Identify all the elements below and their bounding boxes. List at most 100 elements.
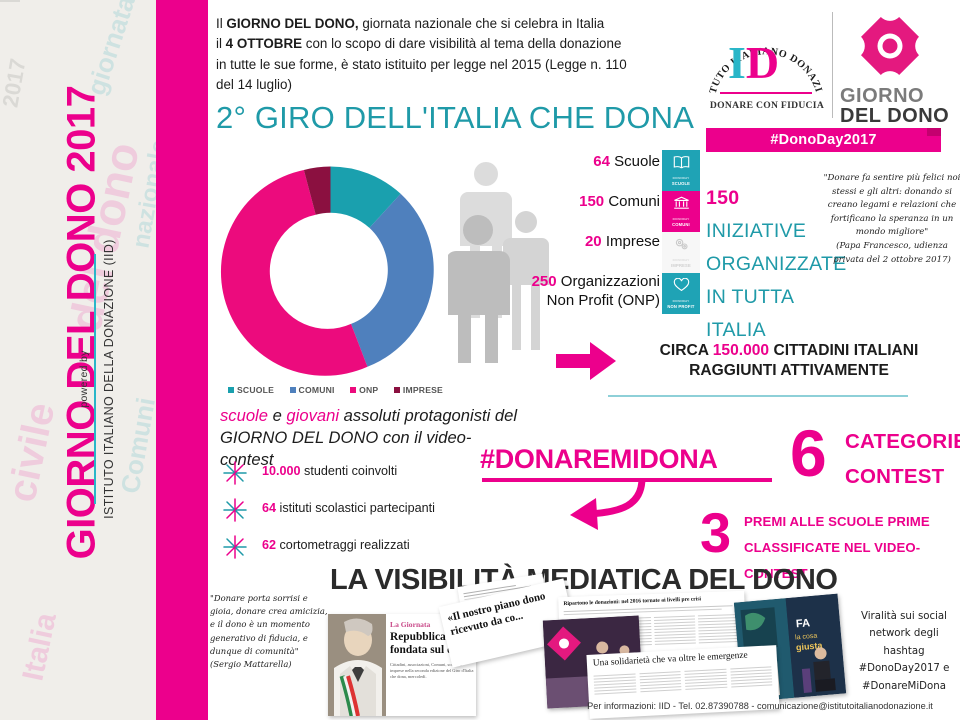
pope-quote-text: "Donare fa sentire più felici noi stessi… [823,173,960,238]
watermark-text: Italia [16,610,63,684]
categories-line-2: CONTEST [845,465,945,488]
watermark-text: nazionale [127,137,156,251]
divider [720,92,812,94]
sidebar-credit: powered by ISTITUTO ITALIANO DELLA DONAZ… [78,164,116,594]
categories-line-1: CATEGORIE [845,430,960,453]
bullet-students: 10.000 studenti coinvolti [222,458,512,495]
building-icon [662,196,700,215]
brand-line-1: GIORNO [840,85,925,107]
schools-hl-1: scuole [220,406,268,425]
prizes-line-2: CLASSIFICATE NEL VIDEO-CONTEST [744,540,921,581]
viral-note: Viralità sui social network degli hashta… [858,611,950,692]
initiatives-word: INIZIATIVE [706,220,807,242]
stat-number: 20 [584,233,602,250]
reach-text-2: CITTADINI ITALIANI [769,342,919,359]
legend-item-imprese: IMPRESE [393,385,443,395]
stat-onp: 250 Organizzazioni Non Profit (ONP) [490,272,660,310]
watermark-text: DONO [0,0,28,4]
badge-small-label: DONODAY [672,176,690,180]
stat-number: 150 [579,193,605,210]
intro-text-3: il [216,36,226,52]
divider [608,395,908,397]
mattarella-quote-text: "Donare porta sorrisi e gioia, donare cr… [210,593,328,656]
hashtag-underline [482,478,772,482]
stat-label: Organizzazioni [560,273,660,290]
categories-label: CATEGORIE CONTEST [845,424,960,494]
section-title: 2° GIRO DELL'ITALIA CHE DONA [216,100,695,135]
legend-swatch [393,387,400,393]
reach-text-3: RAGGIUNTI ATTIVAMENTE [689,362,889,379]
starburst-icon [223,498,247,522]
intro-paragraph: Il GIORNO DEL DONO, giornata nazionale c… [216,14,696,96]
schools-rest: assoluti protagonisti del [339,406,518,425]
bullet-label: istituti scolastici partecipanti [276,501,435,515]
bullet-number: 62 [262,538,277,552]
legend-label: ONP [359,385,379,395]
intro-text-5: in tutte le sue forme, è stato istituito… [216,56,627,72]
iid-letter-d: D [745,37,780,88]
bullet-number: 10.000 [262,464,301,478]
magenta-stripe [156,0,208,720]
prizes-line-1: PREMI ALLE SCUOLE PRIME [744,514,930,529]
bullet-text: 62 cortometraggi realizzati [262,538,410,552]
giorno-del-dono-diamond-icon [846,6,934,88]
stat-imprese: 20 Imprese [490,232,660,251]
badge-non-profit: DONODAY NON PROFIT [662,273,700,314]
powered-by-label: powered by [78,350,90,408]
bullet-text: 10.000 studenti coinvolti [262,464,397,478]
logo-block: ISTITUTO ITALIANO DONAZIONE ID DONARE CO… [700,4,955,154]
media-section-title: LA VISIBILITÀ MEDIATICA DEL DONO [330,564,838,596]
people-silhouettes-icon [448,162,549,363]
badge-imprese: DONODAY IMPRESE [662,232,700,273]
prizes-count: 3 [700,501,732,564]
giorno-del-dono-wordmark: GIORNO DEL DONO [840,86,952,126]
initiatives-number: 150 [706,187,740,209]
stat-label: Imprese [605,233,660,250]
donut-chart [220,166,434,376]
svg-text:la cosa: la cosa [795,633,818,642]
legend-item-scuole: SCUOLE [228,385,274,395]
prizes-label: PREMI ALLE SCUOLE PRIME CLASSIFICATE NEL… [744,509,960,587]
initiatives-line-3: IN TUTTA ITALIA [706,286,794,341]
stat-comuni: 150 Comuni [490,192,660,211]
intro-text-2: giornata nazionale che si celebra in Ita… [358,16,605,31]
bullet-institutes: 64 istituti scolastici partecipanti [222,495,512,532]
bullet-label: studenti coinvolti [300,464,398,478]
bullet-number: 64 [262,501,277,515]
press-clipping-repubblica: La Giornata Repubblica fondata sul dono … [328,614,476,716]
badge-name: COMUNI [672,222,690,227]
stat-number: 250 [531,273,557,290]
stats-list: 64 Scuole 150 Comuni 20 Imprese 250 Orga… [490,152,660,310]
watermark-text: civile [0,398,64,506]
iid-letter-i: I [728,37,746,88]
left-sidebar: DONO giornata 2017 del dono nazionale ci… [0,0,156,720]
iid-tagline: DONARE CON FIDUCIA [709,100,825,111]
mattarella-quote: "Donare porta sorrisi e gioia, donare cr… [210,592,332,671]
iid-arc-text-icon: ISTITUTO ITALIANO DONAZIONE [706,8,823,95]
clipping-photo [328,614,386,716]
citizens-reached: CIRCA 150.000 CITTADINI ITALIANI RAGGIUN… [620,341,958,381]
clipping-body: Cittadini, associazioni, Comuni, scuole … [390,662,474,679]
schools-line-2: GIORNO DEL DONO con il video-contest [220,428,472,469]
intro-text-1: Il [216,16,227,31]
stat-label: Comuni [608,193,660,210]
divider [94,254,96,504]
schools-headline: scuole e giovani assoluti protagonisti d… [220,405,520,471]
badge-name: IMPRESE [671,263,691,268]
legend-swatch [350,387,357,393]
watermark-text: 2017 [0,56,31,110]
legend-label: IMPRESE [402,385,443,395]
legend-label: SCUOLE [237,385,275,395]
badge-small-label: DONODAY [672,258,690,262]
intro-bold-1: GIORNO DEL DONO, [226,16,359,31]
stat-number: 64 [593,153,610,170]
logo-divider [832,12,833,118]
pope-quote-attribution: (Papa Francesco, udienza privata del 2 o… [833,240,951,265]
iid-monogram: ID [728,36,779,89]
reach-number: 150.000 [712,342,770,359]
iid-logo: ISTITUTO ITALIANO DONAZIONE ID DONARE CO… [706,8,826,120]
watermark-text: Comuni [114,395,156,496]
schools-mid: e [267,406,287,425]
stat-label: Scuole [614,153,660,170]
